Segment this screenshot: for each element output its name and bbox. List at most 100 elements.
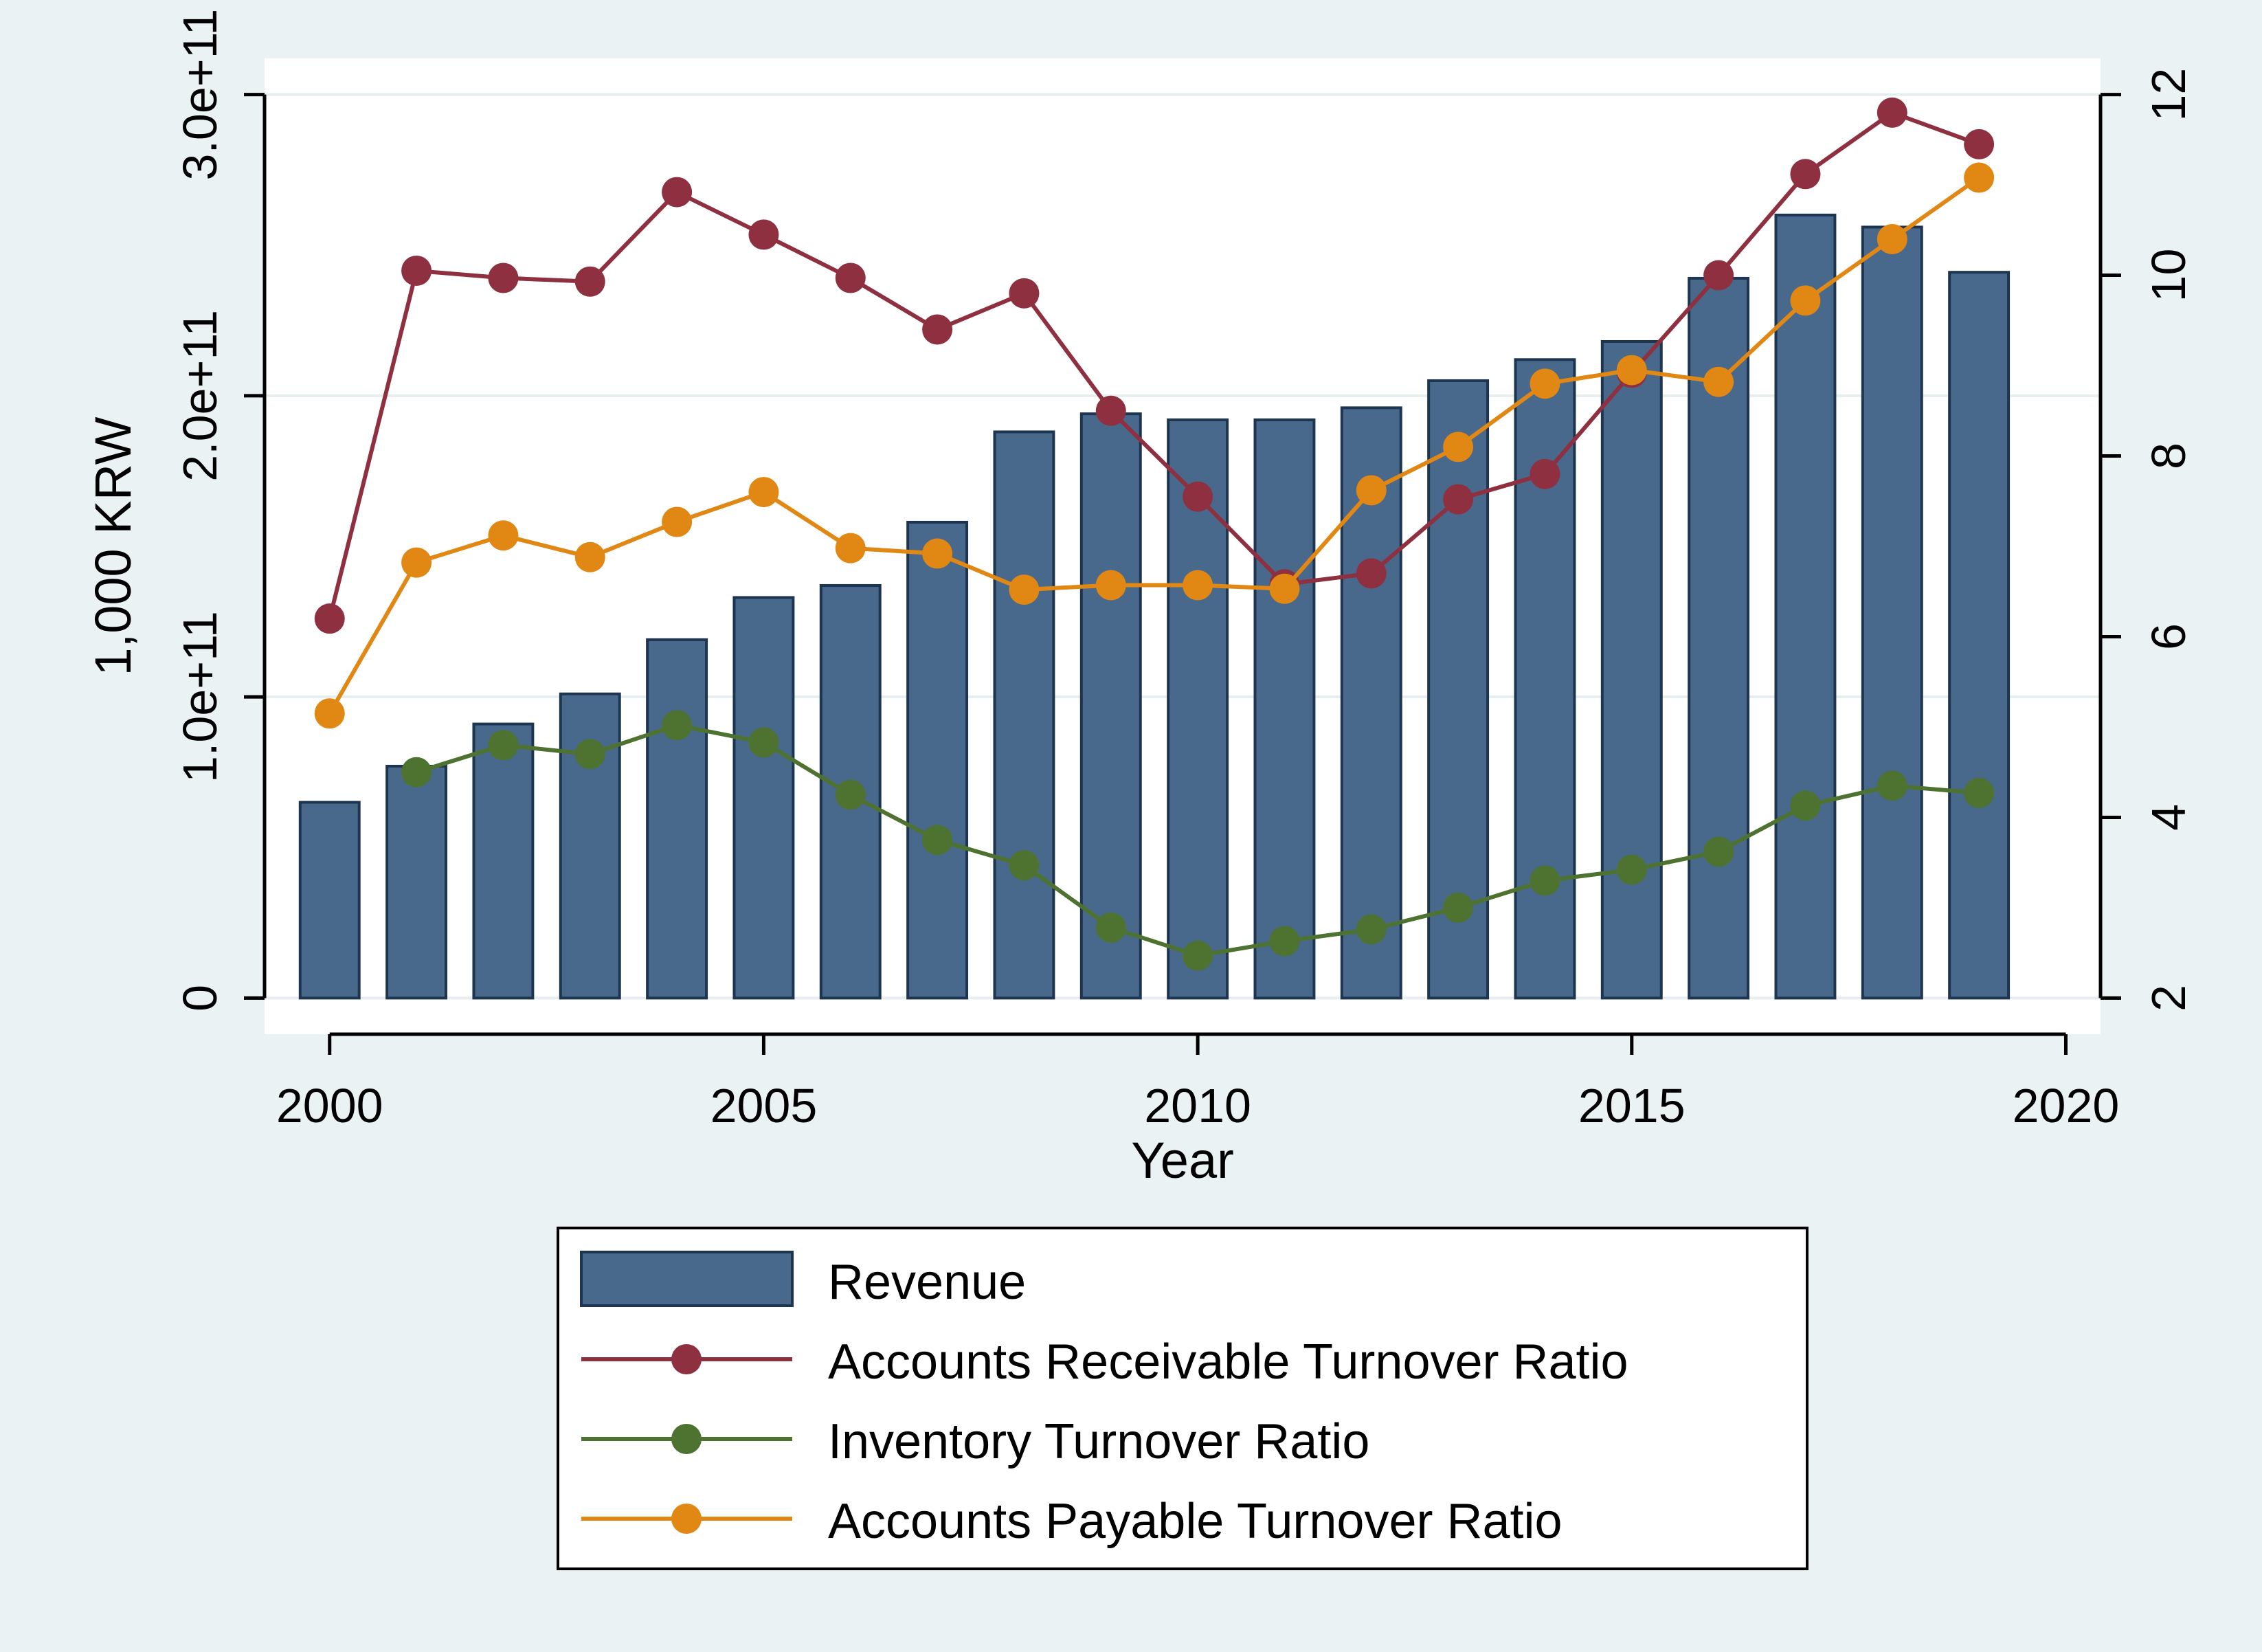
series-marker [314,698,345,729]
series-marker [835,779,866,810]
revenue-bar [1774,213,1837,1000]
x-tick-label: 2005 [710,1079,818,1132]
series-marker [1183,940,1213,971]
revenue-bar [993,430,1055,1000]
y-left-tick-label: 2.0e+11 [173,310,227,482]
series-marker [574,542,605,572]
series-marker [1790,285,1821,316]
revenue-bar [1600,339,1663,1000]
series-marker [1009,278,1040,309]
series-marker [1530,865,1560,896]
series-marker [1269,926,1300,957]
series-marker [835,533,866,563]
revenue-bar [732,596,795,1000]
revenue-bar [1688,276,1750,1000]
series-marker [1964,777,1995,808]
series-marker [1443,484,1474,515]
legend: Revenue Accounts Receivable Turnover Rat… [557,1227,1809,1570]
y-right-tick-label: 8 [2142,443,2195,469]
series-marker [1009,574,1040,605]
series-marker [662,710,693,741]
series-marker [1703,366,1734,397]
legend-label-inventory: Inventory Turnover Ratio [828,1414,1369,1469]
series-marker [401,757,432,788]
series-marker [314,603,345,634]
series-marker [1269,573,1300,604]
series-marker [1877,97,1907,128]
series-marker [748,727,779,758]
series-marker [1183,570,1213,601]
x-tick-label: 2020 [2013,1079,2120,1132]
legend-marker-ar [671,1344,702,1374]
legend-label-revenue: Revenue [828,1255,1026,1310]
revenue-bar [385,764,448,1000]
series-marker [401,255,432,286]
y-left-axis-title: 1,000 KRW [85,416,142,676]
y-right-tick-label: 4 [2142,804,2195,831]
series-marker [574,739,605,770]
series-marker [1095,912,1126,943]
series-marker [488,520,519,551]
legend-swatch-revenue [580,1251,794,1307]
series-marker [1964,162,1995,193]
y-left-tick-label: 1.0e+11 [173,611,227,783]
axes: 0 1.0e+11 2.0e+11 3.0e+11 2 4 6 8 10 12 2000 2005 20… [173,9,2195,1132]
series-marker [922,314,953,345]
series-marker [1877,770,1907,801]
x-tick-label: 2000 [276,1079,383,1132]
x-axis-title: Year [1131,1132,1234,1189]
revenue-bar [298,801,361,1000]
series-marker [574,266,605,297]
series-marker [1443,432,1474,462]
series-marker [1443,892,1474,923]
series-marker [748,477,779,508]
series-marker [401,547,432,578]
revenue-bar [906,520,969,1000]
series-marker [1095,395,1126,426]
y-left-tick-label: 3.0e+11 [173,9,227,181]
x-tick-label: 2010 [1144,1079,1251,1132]
revenue-bar [1253,418,1316,1000]
legend-marker-inventory [671,1424,702,1454]
y-right-tick-label: 12 [2142,68,2195,122]
series-line [327,110,1980,619]
series-marker [1703,260,1734,291]
series-marker [1183,481,1213,512]
y-right-tick-label: 6 [2142,623,2195,650]
series-marker [1356,914,1387,945]
revenue-bar [1514,358,1576,1000]
revenue-bar [1948,271,2011,1000]
revenue-bar [1340,406,1402,1000]
series-marker [488,730,519,761]
revenue-bar [472,722,535,1000]
series-marker [662,506,693,537]
series-marker [1616,854,1647,885]
series-marker [1356,475,1387,506]
series-marker [1530,368,1560,399]
series-marker [1530,458,1560,489]
bar-group [298,213,2011,1000]
y-right-tick-label: 10 [2142,249,2195,302]
y-right-tick-label: 2 [2142,985,2195,1012]
series-marker [1616,355,1647,386]
revenue-bar [646,638,708,1000]
series-marker [1790,159,1821,190]
line-group [314,97,1995,971]
revenue-bar [1861,225,1923,1000]
series-marker [488,263,519,293]
series-marker [748,219,779,250]
legend-label-ap: Accounts Payable Turnover Ratio [828,1494,1563,1549]
series-marker [1877,223,1907,254]
series-marker [835,263,866,293]
series-marker [1356,558,1387,589]
series-marker [662,177,693,208]
x-tick-label: 2015 [1578,1079,1686,1132]
series-marker [922,538,953,569]
series-marker [922,825,953,856]
revenue-bar [1079,412,1142,1000]
y-left-tick-label: 0 [173,985,227,1012]
series-marker [1095,570,1126,601]
series-marker [1790,790,1821,821]
series-marker [1009,850,1040,881]
